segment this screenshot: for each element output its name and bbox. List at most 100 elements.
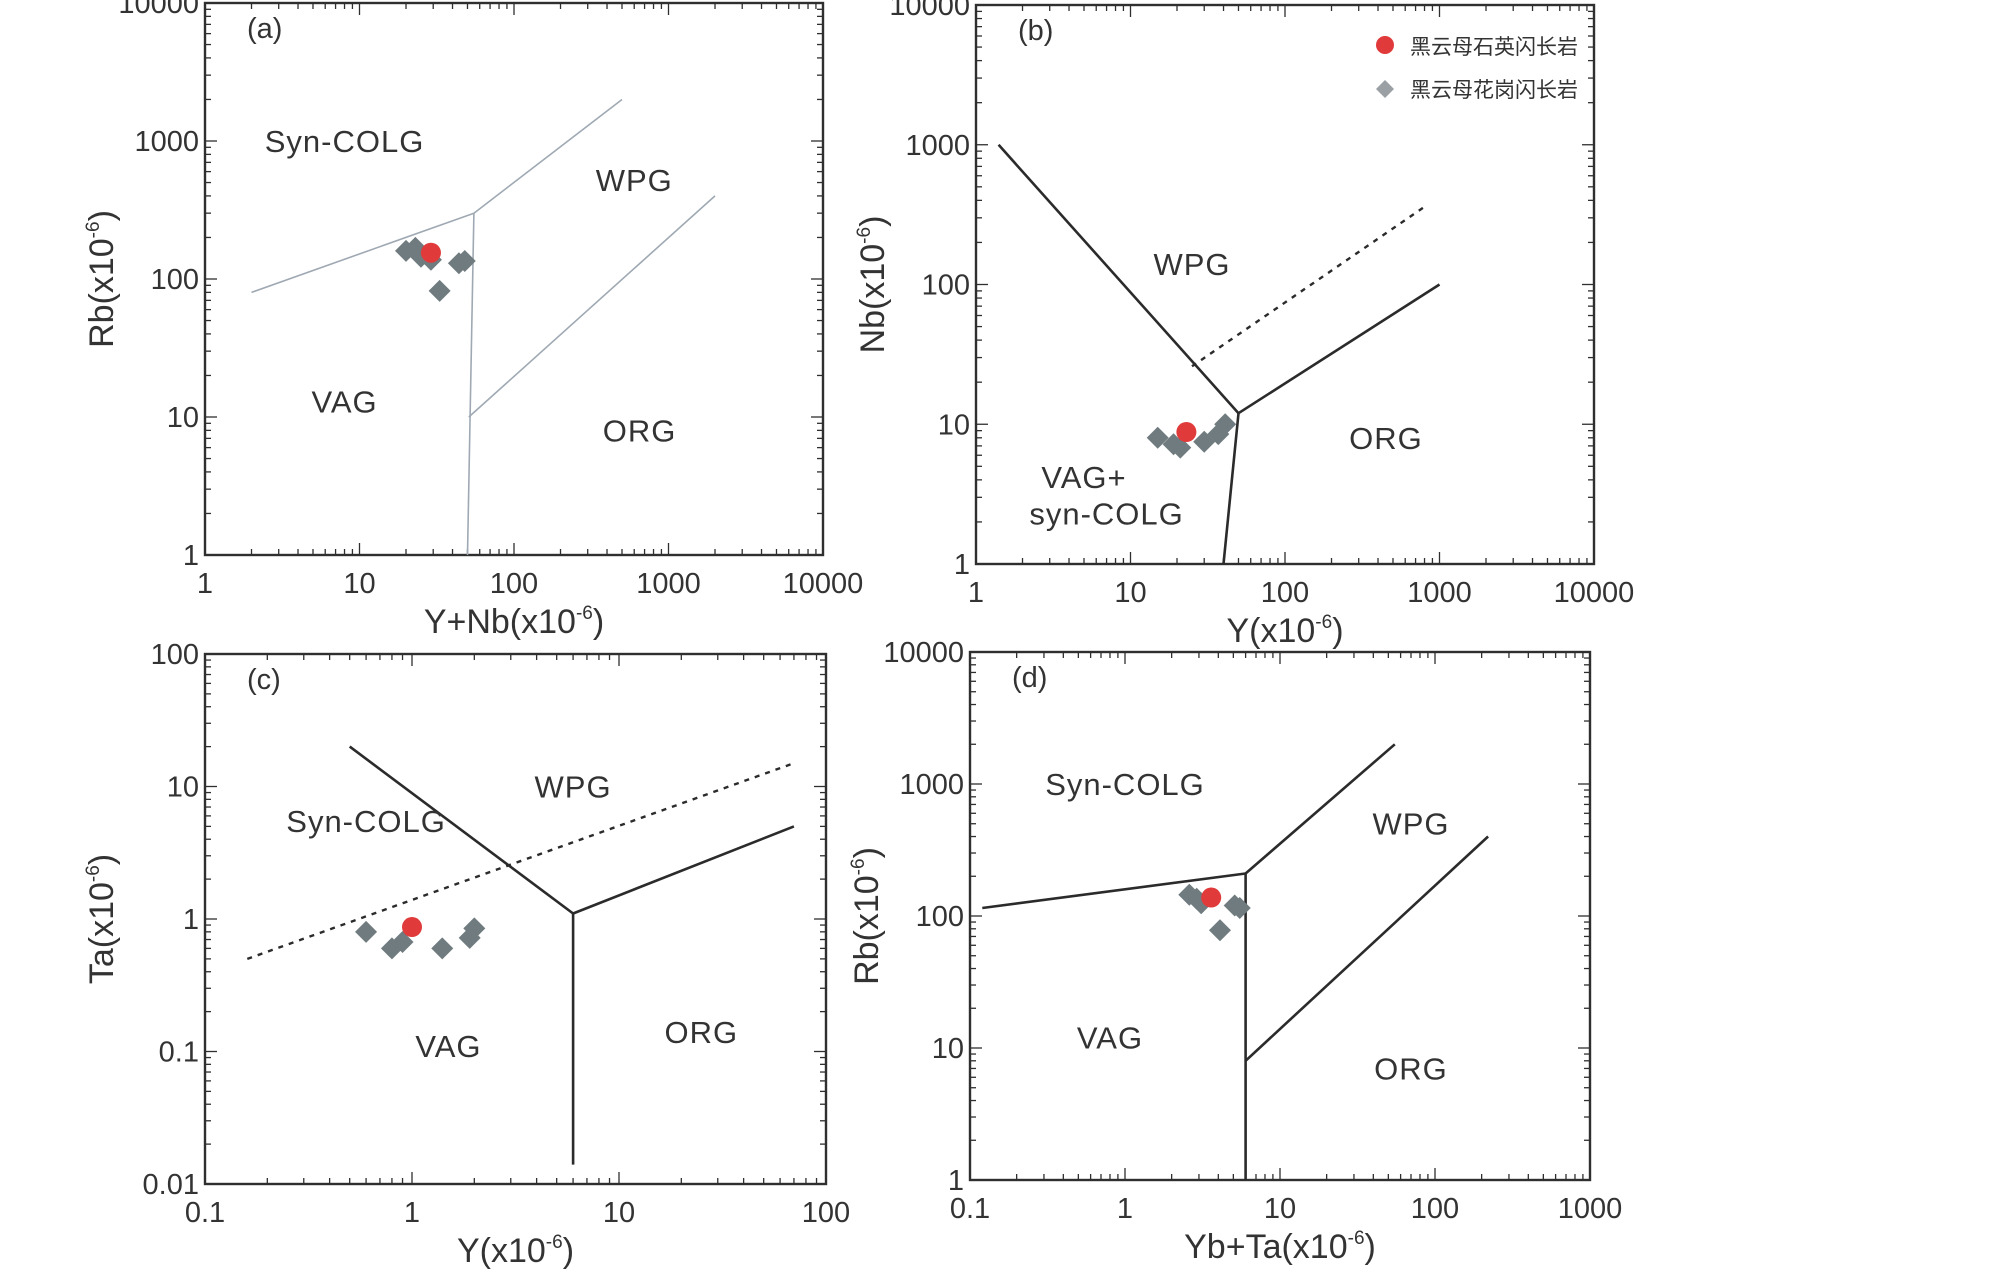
region-label-a: ORG (603, 413, 677, 448)
data-point-circle-b (1176, 422, 1197, 443)
x-tick-label-a: 100 (490, 568, 538, 600)
field-boundary-b-3 (1191, 205, 1426, 368)
region-label-b: ORG (1349, 421, 1423, 456)
y-axis-label-sup: -6 (83, 221, 104, 238)
data-point-diamond-c (431, 937, 454, 960)
panel-label-c: (c) (247, 664, 281, 696)
x-axis-label-end: ) (563, 1232, 574, 1269)
field-boundary-b-0 (997, 143, 1240, 415)
y-tick-label-a: 10 (167, 402, 199, 434)
data-point-diamond-d (1228, 896, 1251, 919)
field-boundary-c-0 (348, 745, 574, 915)
data-point-diamond-c (463, 917, 486, 940)
field-boundary-d-0 (982, 872, 1246, 910)
region-label-c: VAG (415, 1029, 481, 1064)
y-tick-label-b: 1000 (905, 130, 970, 162)
panel-c: 0.1 1 10 1000.010.1110100Y(x10-6)Ta(x10-6)(… (83, 639, 850, 1269)
y-tick-label-c: 0.1 (159, 1037, 199, 1069)
region-label-b: syn-COLG (1029, 496, 1183, 531)
region-label-a: VAG (311, 384, 377, 419)
y-axis-label-main: Rb(x10 (83, 238, 121, 348)
y-axis-label-main: Nb(x10 (854, 244, 892, 354)
x-tick-label-c: 100 (802, 1197, 850, 1229)
x-tick-label-b: 10 (1114, 577, 1146, 609)
panel-b: 1 10 100 1000 10000110100100010000Y(x10-6)Nb… (854, 0, 1634, 650)
region-label-a: Syn-COLG (265, 124, 425, 159)
y-axis-label-sup: -6 (848, 858, 869, 875)
y-tick-label-c: 100 (151, 639, 199, 671)
field-boundary-b-2 (1222, 413, 1240, 565)
legend-diamond-marker (1376, 80, 1394, 98)
y-axis-label-end: ) (854, 216, 892, 227)
y-tick-label-a: 1000 (134, 126, 199, 158)
legend: 黑云母石英闪长岩 黑云母花岗闪长岩 (1376, 36, 1578, 102)
y-tick-label-d: 100 (916, 901, 964, 933)
x-axis-label-main: Y(x10 (1226, 612, 1315, 650)
legend-label-diamond: 黑云母花岗闪长岩 (1410, 79, 1578, 102)
field-boundary-a-0 (251, 212, 475, 294)
x-axis-label-end: ) (593, 603, 604, 641)
legend-label-circle: 黑云母石英闪长岩 (1410, 36, 1578, 59)
region-label-b: VAG+ (1041, 460, 1126, 495)
y-tick-label-d: 1 (948, 1165, 964, 1197)
x-tick-label-b: 1000 (1407, 577, 1472, 609)
x-axis-label-sup: -6 (1348, 1228, 1365, 1249)
data-point-diamond-b (1169, 436, 1192, 459)
x-axis-label-b: Y(x10-6) (1226, 612, 1343, 650)
y-axis-label-main: Ta(x10 (83, 882, 121, 984)
data-point-circle-a (420, 242, 441, 263)
field-boundary-a-2 (466, 213, 475, 556)
x-tick-label-d: 10 (1264, 1193, 1296, 1225)
field-boundary-a-3 (468, 195, 716, 418)
y-tick-label-a: 1 (183, 540, 199, 572)
x-axis-label-main: Y+Nb(x10 (424, 603, 576, 641)
panel-label-d: (d) (1012, 662, 1047, 694)
data-point-diamond-c (391, 931, 414, 954)
x-tick-label-c: 10 (603, 1197, 635, 1229)
y-tick-label-c: 1 (183, 904, 199, 936)
x-tick-label-c: 1 (404, 1197, 420, 1229)
x-axis-label-sup: -6 (576, 603, 593, 624)
x-axis-label-sup: -6 (1315, 612, 1332, 633)
region-label-c: Syn-COLG (286, 804, 446, 839)
x-tick-label-a: 1000 (636, 568, 701, 600)
y-axis-label-c: Ta(x10-6) (83, 854, 121, 984)
plot-frame-a (203, 1, 825, 557)
y-axis-label-main: Rb(x10 (848, 875, 886, 985)
x-axis-label-sup: -6 (546, 1232, 563, 1253)
y-tick-label-c: 10 (167, 772, 199, 804)
y-tick-label-c: 0.01 (143, 1169, 199, 1201)
x-tick-label-b: 1 (968, 577, 984, 609)
y-axis-label-end: ) (83, 210, 121, 221)
x-axis-label-main: Yb+Ta(x10 (1184, 1228, 1348, 1266)
region-label-d: VAG (1077, 1021, 1143, 1056)
x-tick-label-d: 1000 (1558, 1193, 1623, 1225)
panel-label-b: (b) (1018, 15, 1053, 47)
y-axis-label-sup: -6 (83, 865, 104, 882)
y-tick-label-b: 100 (922, 270, 970, 302)
x-axis-label-end: ) (1332, 612, 1343, 650)
y-axis-label-sup: -6 (854, 227, 875, 244)
region-label-c: ORG (665, 1015, 739, 1050)
x-tick-label-d: 100 (1411, 1193, 1459, 1225)
panel-label-a: (a) (247, 13, 282, 45)
region-label-b: WPG (1153, 247, 1230, 282)
x-tick-label-c: 0.1 (185, 1197, 225, 1229)
x-axis-label-main: Y(x10 (457, 1232, 546, 1269)
field-boundary-d-3 (1244, 835, 1489, 1062)
y-tick-label-d: 10 (932, 1033, 964, 1065)
y-axis-label-end: ) (83, 854, 121, 865)
legend-circle-marker (1376, 36, 1394, 54)
x-tick-label-b: 10000 (1554, 577, 1635, 609)
field-boundary-b-1 (1237, 283, 1441, 415)
data-point-circle-d (1201, 887, 1222, 908)
field-boundary-a-1 (473, 98, 623, 214)
data-point-diamond-d (1208, 919, 1231, 942)
field-boundary-c-1 (572, 825, 795, 915)
y-tick-label-b: 10 (938, 409, 970, 441)
x-axis-label-d: Yb+Ta(x10-6) (1184, 1228, 1376, 1266)
y-tick-label-a: 10000 (118, 0, 199, 20)
x-axis-label-c: Y(x10-6) (457, 1232, 574, 1269)
y-tick-label-b: 10000 (889, 0, 970, 22)
